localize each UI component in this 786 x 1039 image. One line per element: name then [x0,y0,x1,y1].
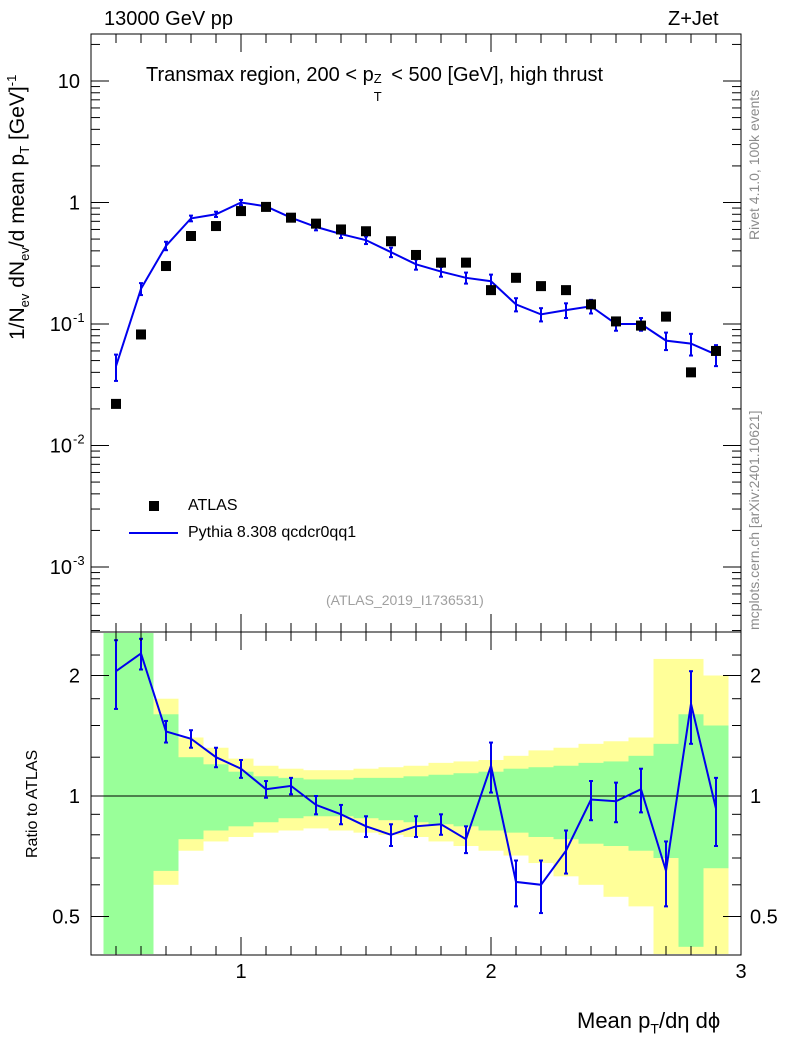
atlas-data-point [136,329,146,340]
y-tick-label-exponent: -1 [73,310,85,325]
legend-mc-label: Pythia 8.308 qcdcr0qq1 [188,524,357,541]
atlas-data-point [436,257,446,268]
ratio-tick-label-right: 1 [750,786,761,808]
header-process: Z+Jet [668,8,719,30]
ratio-band-inner [378,777,404,821]
x-axis-label-sub: T [650,1020,659,1037]
atlas-data-point [411,249,421,260]
mc-line [115,201,717,367]
atlas-data-point [161,261,171,272]
atlas-data-point [486,285,496,296]
atlas-data-point [386,236,396,247]
ratio-band-inner [353,777,379,819]
atlas-data-point [661,311,671,322]
atlas-data-point [686,367,696,378]
ratio-band-inner [203,764,229,831]
legend-atlas-marker [149,501,159,511]
y-tick-label: 10 [50,557,72,579]
atlas-data-point [311,218,321,229]
y-tick-label: 10 [50,314,72,336]
ratio-tick-label-right: 0.5 [750,907,778,929]
x-tick-label: 1 [235,961,246,983]
ratio-tick-label-left: 1 [69,786,80,808]
ratio-band-inner [678,714,704,947]
y-tick-label: 1 [69,193,80,215]
ratio-band-inner [228,771,254,827]
atlas-data-point [536,281,546,292]
axes [90,33,742,956]
rivet-version: Rivet 4.1.0, 100k events [746,89,762,240]
ratio-band-inner [403,776,429,823]
ratio-band-inner [503,768,529,833]
x-axis-label-pre: Mean p [577,1008,651,1033]
y-tick-label-exponent: -2 [73,432,85,447]
atlas-data-point [361,226,371,237]
atlas-data-point [336,224,346,235]
atlas-data-point [236,206,246,217]
y-axis-label: 1/Nev dNev/d mean pT [GeV]-1 [4,74,33,340]
atlas-data-point [286,212,296,223]
atlas-data-point [111,398,121,409]
ratio-band-inner [653,743,679,859]
atlas-data-point [636,320,646,331]
ratio-tick-label-left: 0.5 [52,907,80,929]
upper-panel [111,198,721,534]
atlas-data-point [211,221,221,232]
ratio-band-inner [553,765,579,840]
legend-atlas-label: ATLAS [188,497,238,514]
ratio-y-axis-label: Ratio to ATLAS [24,749,41,858]
y-tick-label: 10 [58,71,80,93]
atlas-data-point [261,201,271,212]
upper-frame [90,33,742,633]
x-axis-label-post: /dη dϕ [658,1008,721,1033]
ratio-band-inner [128,633,154,954]
mcplots-source: mcplots.cern.ch [arXiv:2401.10621] [746,410,762,630]
atlas-data-point [561,285,571,296]
atlas-data-point [611,316,621,327]
header-energy: 13000 GeV pp [104,8,233,30]
analysis-id: (ATLAS_2019_I1736531) [326,592,484,608]
ratio-band-inner [453,773,479,827]
atlas-data-point [511,272,521,283]
x-axis-label: Mean pT/dη dϕ [577,1010,720,1039]
chart-title-sup: Z [373,71,382,86]
chart-title-post: < 500 [GeV], high thrust [385,64,604,86]
ratio-tick-label-right: 2 [750,666,761,688]
atlas-data-point [186,231,196,242]
y-tick-label-exponent: -3 [73,553,85,568]
ratio-panel [91,633,741,954]
atlas-data-point [461,257,471,268]
atlas-data-point [586,299,596,310]
ratio-tick-label-left: 2 [69,666,80,688]
atlas-data-point [711,345,721,356]
ratio-band-inner [528,767,554,837]
ratio-band-inner [178,757,204,840]
chart-title-sub: T [373,89,382,104]
x-tick-label: 2 [485,961,496,983]
chart-title-pre: Transmax region, 200 < p [146,64,374,86]
x-tick-label: 3 [735,961,746,983]
y-tick-label: 10 [50,436,72,458]
